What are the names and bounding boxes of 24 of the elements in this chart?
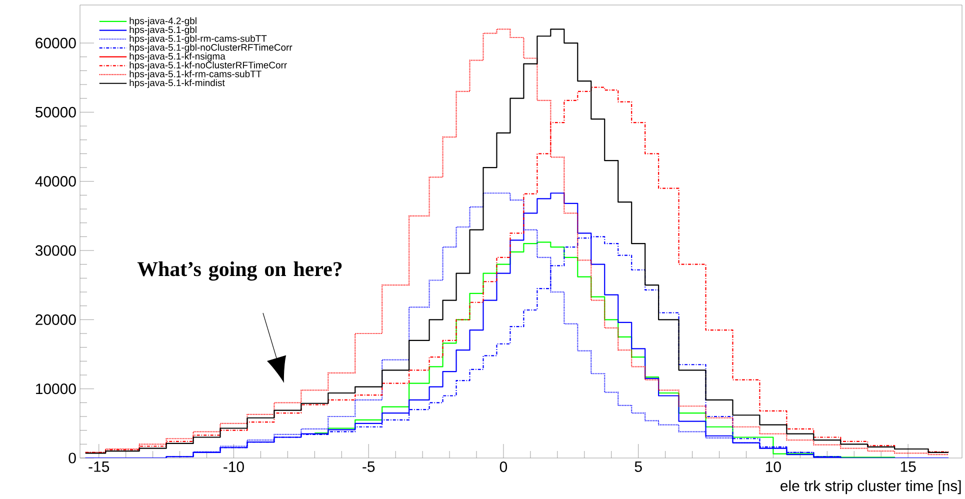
legend-label: hps-java-5.1-kf-nsigma [130, 52, 226, 62]
x-tick-label: 0 [500, 462, 508, 472]
legend-label: hps-java-5.1-gbl [130, 26, 196, 35]
annotation: What’s going on here? [137, 261, 342, 281]
y-tick-label: 0 [68, 452, 76, 464]
x-axis-title: ele trk strip cluster time [ns] [780, 480, 961, 494]
x-tick-label: 5 [634, 462, 642, 472]
x-tick-label: -10 [224, 462, 244, 472]
x-tick-label: 15 [900, 462, 916, 472]
x-tick-label: 10 [766, 462, 781, 472]
legend-label: hps-java-5.1-gbl-noClusterRFTimeCorr [130, 44, 292, 53]
y-tick-label: 20000 [36, 314, 76, 325]
legend-label: hps-java-4.2-gbl [130, 17, 196, 26]
x-tick-label: -15 [88, 462, 110, 472]
y-tick-label: 50000 [36, 106, 76, 118]
y-tick-label: 60000 [36, 38, 76, 48]
x-tick-label: -5 [362, 462, 375, 472]
legend-label: hps-java-5.1-kf-noClusterRFTimeCorr [130, 61, 287, 70]
y-tick-label: 40000 [35, 176, 76, 187]
legend-label: hps-java-5.1-kf-mindist [130, 79, 225, 88]
y-tick-label: 30000 [35, 245, 76, 256]
legend-label: hps-java-5.1-kf-rm-cams-subTT [130, 70, 262, 80]
legend-label: hps-java-5.1-gbl-rm-cams-subTT [130, 34, 267, 44]
y-tick-label: 10000 [36, 384, 76, 394]
